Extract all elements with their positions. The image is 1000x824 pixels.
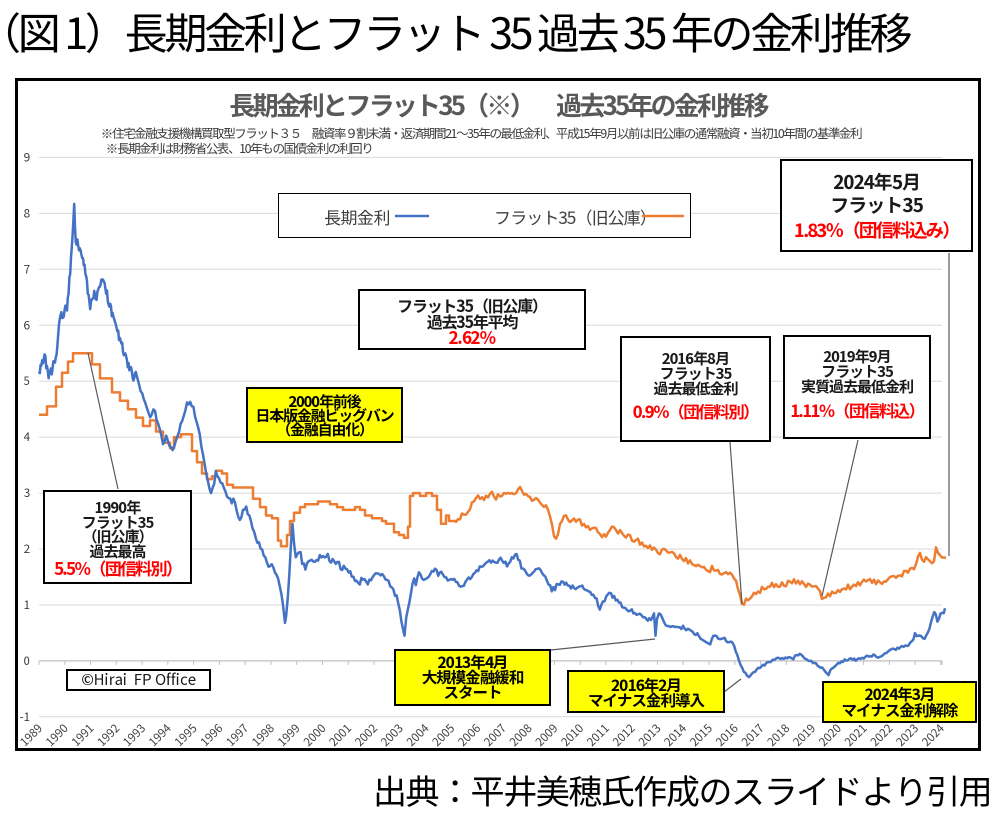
svg-text:2023: 2023 xyxy=(893,721,922,750)
svg-text:8: 8 xyxy=(24,205,30,221)
svg-text:1995: 1995 xyxy=(171,721,200,750)
svg-text:7: 7 xyxy=(24,261,30,277)
svg-text:9: 9 xyxy=(24,149,30,165)
svg-text:2008: 2008 xyxy=(506,721,535,750)
svg-text:1993: 1993 xyxy=(120,721,149,750)
svg-text:1998: 1998 xyxy=(248,721,277,750)
svg-text:3: 3 xyxy=(23,485,30,501)
svg-text:1: 1 xyxy=(24,597,30,613)
svg-text:-1: -1 xyxy=(20,709,30,725)
svg-text:6: 6 xyxy=(24,317,30,333)
svg-text:2003: 2003 xyxy=(377,721,406,750)
svg-text:2015: 2015 xyxy=(686,721,715,750)
svg-text:2012: 2012 xyxy=(609,720,639,750)
svg-text:2000: 2000 xyxy=(300,721,329,750)
svg-text:2020: 2020 xyxy=(815,721,844,750)
svg-text:1991: 1991 xyxy=(68,721,97,750)
svg-text:2019: 2019 xyxy=(790,721,819,750)
svg-text:1990: 1990 xyxy=(42,721,71,750)
svg-text:2006: 2006 xyxy=(455,721,484,750)
svg-text:1994: 1994 xyxy=(145,720,175,750)
svg-text:2004: 2004 xyxy=(403,720,433,750)
svg-text:2016: 2016 xyxy=(712,721,741,750)
svg-text:2013: 2013 xyxy=(635,721,664,750)
svg-text:5: 5 xyxy=(24,373,30,389)
svg-text:2005: 2005 xyxy=(429,721,458,750)
svg-text:1999: 1999 xyxy=(274,721,303,750)
svg-text:2009: 2009 xyxy=(532,721,561,750)
svg-text:2021: 2021 xyxy=(841,721,870,750)
svg-text:1992: 1992 xyxy=(94,720,124,750)
svg-text:0: 0 xyxy=(24,653,30,669)
svg-text:2024: 2024 xyxy=(918,720,948,750)
svg-text:2018: 2018 xyxy=(764,721,793,750)
svg-text:1996: 1996 xyxy=(197,721,226,750)
svg-text:4: 4 xyxy=(24,429,31,445)
svg-text:2017: 2017 xyxy=(738,721,767,750)
svg-text:2: 2 xyxy=(24,541,31,557)
svg-text:2014: 2014 xyxy=(661,720,691,750)
svg-text:1997: 1997 xyxy=(223,721,252,750)
svg-text:2022: 2022 xyxy=(867,720,897,750)
svg-text:2010: 2010 xyxy=(558,721,587,750)
svg-text:1989: 1989 xyxy=(16,721,45,750)
svg-text:2011: 2011 xyxy=(583,721,612,750)
svg-text:2001: 2001 xyxy=(326,721,355,750)
svg-text:2002: 2002 xyxy=(351,720,381,750)
svg-text:2007: 2007 xyxy=(480,721,509,750)
